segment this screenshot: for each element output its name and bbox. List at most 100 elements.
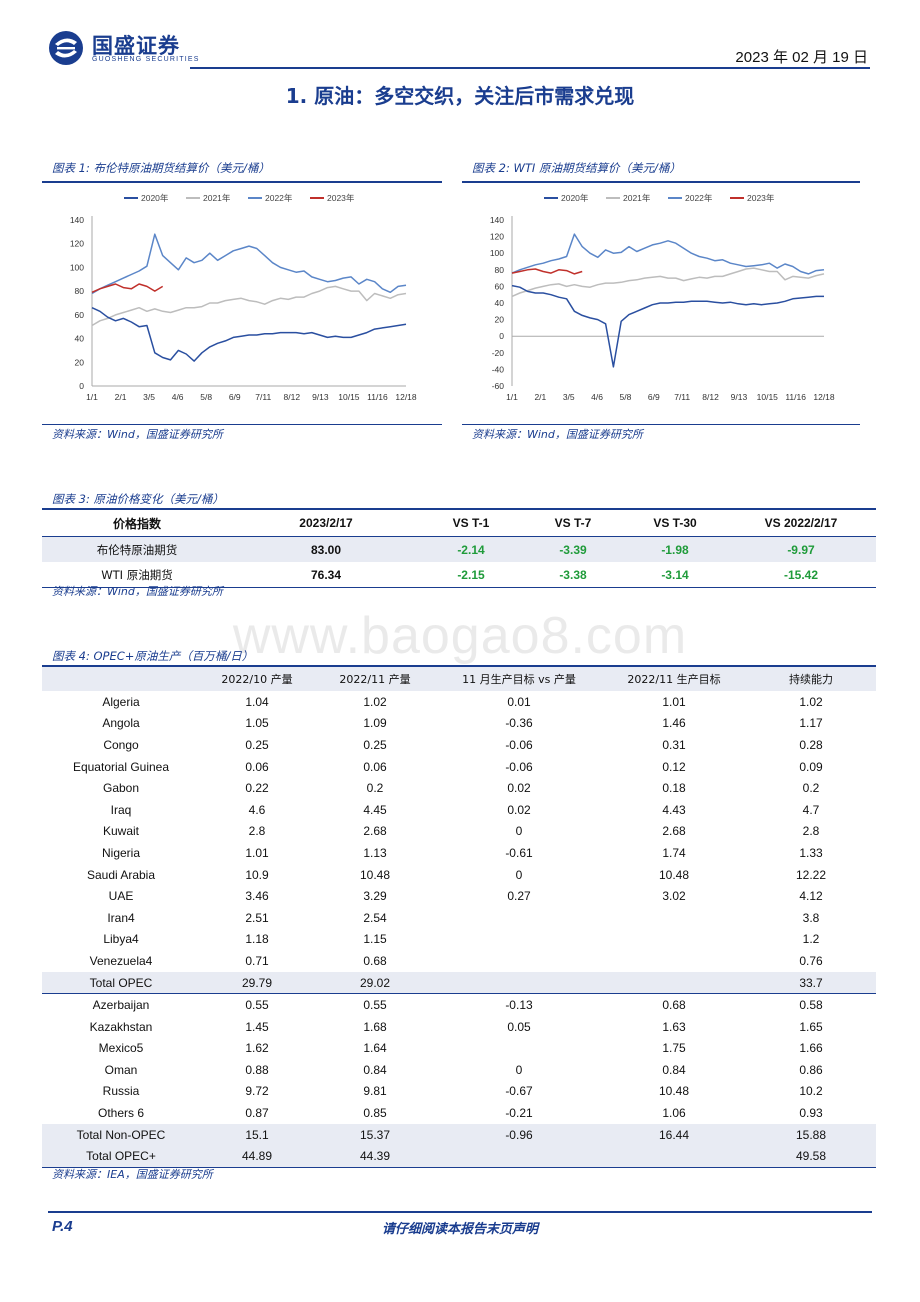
series-line-2 [91, 233, 407, 295]
cell: 0.18 [662, 781, 686, 796]
cell: -3.38 [559, 567, 587, 582]
cell: Total OPEC+ [42, 1145, 200, 1169]
legend-label: 2021年 [623, 193, 651, 203]
y-tick-label: 20 [75, 357, 85, 367]
y-tick-label: 60 [495, 281, 505, 291]
y-tick-label: 60 [75, 310, 85, 320]
table-row: Kazakhstan 1.45 1.68 0.05 1.63 1.65 [42, 1016, 876, 1038]
cell: Iran4 [107, 910, 135, 925]
cell: Oman [104, 1062, 138, 1077]
cell: 9.81 [363, 1084, 387, 1099]
cell [602, 950, 746, 972]
cell: Nigeria [101, 845, 140, 860]
cell: WTI 原油期货 [101, 567, 173, 582]
series-line-0 [511, 284, 824, 368]
fig4-source: 资料来源：IEA，国盛证券研究所 [52, 1168, 213, 1181]
y-tick-label: -20 [492, 348, 505, 358]
y-tick-label: -60 [492, 381, 505, 391]
cell: 1.06 [662, 1106, 686, 1121]
cell: 0.2 [802, 781, 820, 796]
cell: 0.27 [507, 889, 531, 904]
cell: 16.44 [602, 1123, 746, 1146]
y-tick-label: 80 [495, 265, 505, 275]
cell: Libya4 [103, 932, 139, 947]
cell: -2.14 [420, 536, 522, 562]
series-line-1 [511, 267, 825, 298]
cell: 0.87 [245, 1106, 269, 1121]
cell: 1.05 [245, 716, 269, 731]
cell: 1.01 [662, 694, 686, 709]
cell: 0.84 [363, 1062, 387, 1077]
cell: 0.68 [662, 998, 686, 1013]
x-tick-label: 12/18 [813, 392, 835, 402]
wti-chart: 2020年 2021年 2022年 2023年 -60 -40 -20 0 20 40 60 80 10… [490, 193, 835, 402]
cell: 0.76 [799, 953, 823, 968]
cell: 0.68 [363, 953, 387, 968]
cell: 1.09 [363, 716, 387, 731]
cell: Total OPEC [42, 971, 200, 995]
cell [602, 929, 746, 951]
x-tick-label: 9/13 [731, 392, 748, 402]
table-row: Iran4 2.51 2.54 3.8 [42, 907, 876, 929]
y-tick-label: 140 [490, 215, 504, 225]
table-row: Gabon 0.22 0.2 0.02 0.18 0.2 [42, 777, 876, 799]
cell: 1.64 [363, 1041, 387, 1056]
cell: 15.37 [314, 1123, 436, 1146]
table-row: Kuwait 2.8 2.68 0 2.68 2.8 [42, 821, 876, 843]
cell: 布伦特原油期货 [42, 536, 232, 562]
cell: 29.02 [314, 971, 436, 995]
x-tick-label: 10/15 [338, 392, 360, 402]
table-row: WTI 原油期货 76.34 -2.15 -3.38 -3.14 -15.42 [42, 562, 876, 588]
fig4-caption: 图表 4: OPEC+原油生产（百万桶/日） [52, 649, 254, 663]
table-row: Total OPEC+ 44.89 44.39 49.58 [42, 1145, 876, 1169]
x-tick-label: 8/12 [702, 392, 719, 402]
y-tick-label: 40 [75, 334, 85, 344]
cell: -0.13 [505, 998, 533, 1013]
cell: 0.71 [245, 953, 269, 968]
cell: 4.12 [799, 889, 823, 904]
col-header: 持续能力 [746, 667, 876, 691]
y-tick-label: -40 [492, 364, 505, 374]
table-row: Russia 9.72 9.81 -0.67 10.48 10.2 [42, 1081, 876, 1103]
table-row: Algeria 1.04 1.02 0.01 1.01 1.02 [42, 691, 876, 713]
price-change-table: 价格指数 2023/2/17 VS T-1 VS T-7 VS T-30 VS … [42, 510, 876, 588]
cell: -3.14 [661, 567, 689, 582]
x-tick-label: 8/12 [284, 392, 301, 402]
cell: 1.15 [363, 932, 387, 947]
cell: 2.68 [363, 824, 387, 839]
cell: 4.43 [662, 802, 686, 817]
cell: -3.39 [522, 536, 624, 562]
cell: 1.13 [363, 845, 387, 860]
legend-label: 2020年 [141, 193, 169, 203]
cell: Azerbaijan [92, 998, 150, 1013]
cell: 0.88 [245, 1062, 269, 1077]
page-number: P.4 [52, 1218, 73, 1235]
y-tick-label: 40 [495, 298, 505, 308]
x-tick-label: 2/1 [115, 392, 127, 402]
x-tick-label: 3/5 [143, 392, 155, 402]
cell: 0.12 [662, 759, 686, 774]
y-tick-label: 20 [495, 315, 505, 325]
cell: 10.2 [799, 1084, 823, 1099]
cell: 1.02 [799, 694, 823, 709]
cell: 33.7 [746, 971, 876, 995]
col-header: VS T-1 [420, 510, 522, 537]
cell: 0.58 [799, 998, 823, 1013]
series-line-1 [91, 285, 407, 327]
cell: Venezuela4 [89, 953, 153, 968]
table-row: UAE 3.46 3.29 0.27 3.02 4.12 [42, 885, 876, 907]
cell: 0.06 [245, 759, 269, 774]
cell: 1.65 [799, 1019, 823, 1034]
cell: Others 6 [97, 1106, 145, 1121]
table-row: Nigeria 1.01 1.13 -0.61 1.74 1.33 [42, 842, 876, 864]
cell: 0.93 [799, 1106, 823, 1121]
cell: Total Non-OPEC [42, 1123, 200, 1146]
cell [436, 907, 602, 929]
cell: 4.45 [363, 802, 387, 817]
cell: 1.45 [245, 1019, 269, 1034]
cell: 3.46 [245, 889, 269, 904]
cell: 0.01 [507, 694, 531, 709]
fig3-rule [42, 508, 876, 510]
table-row: Congo 0.25 0.25 -0.06 0.31 0.28 [42, 734, 876, 756]
x-tick-label: 4/6 [172, 392, 184, 402]
